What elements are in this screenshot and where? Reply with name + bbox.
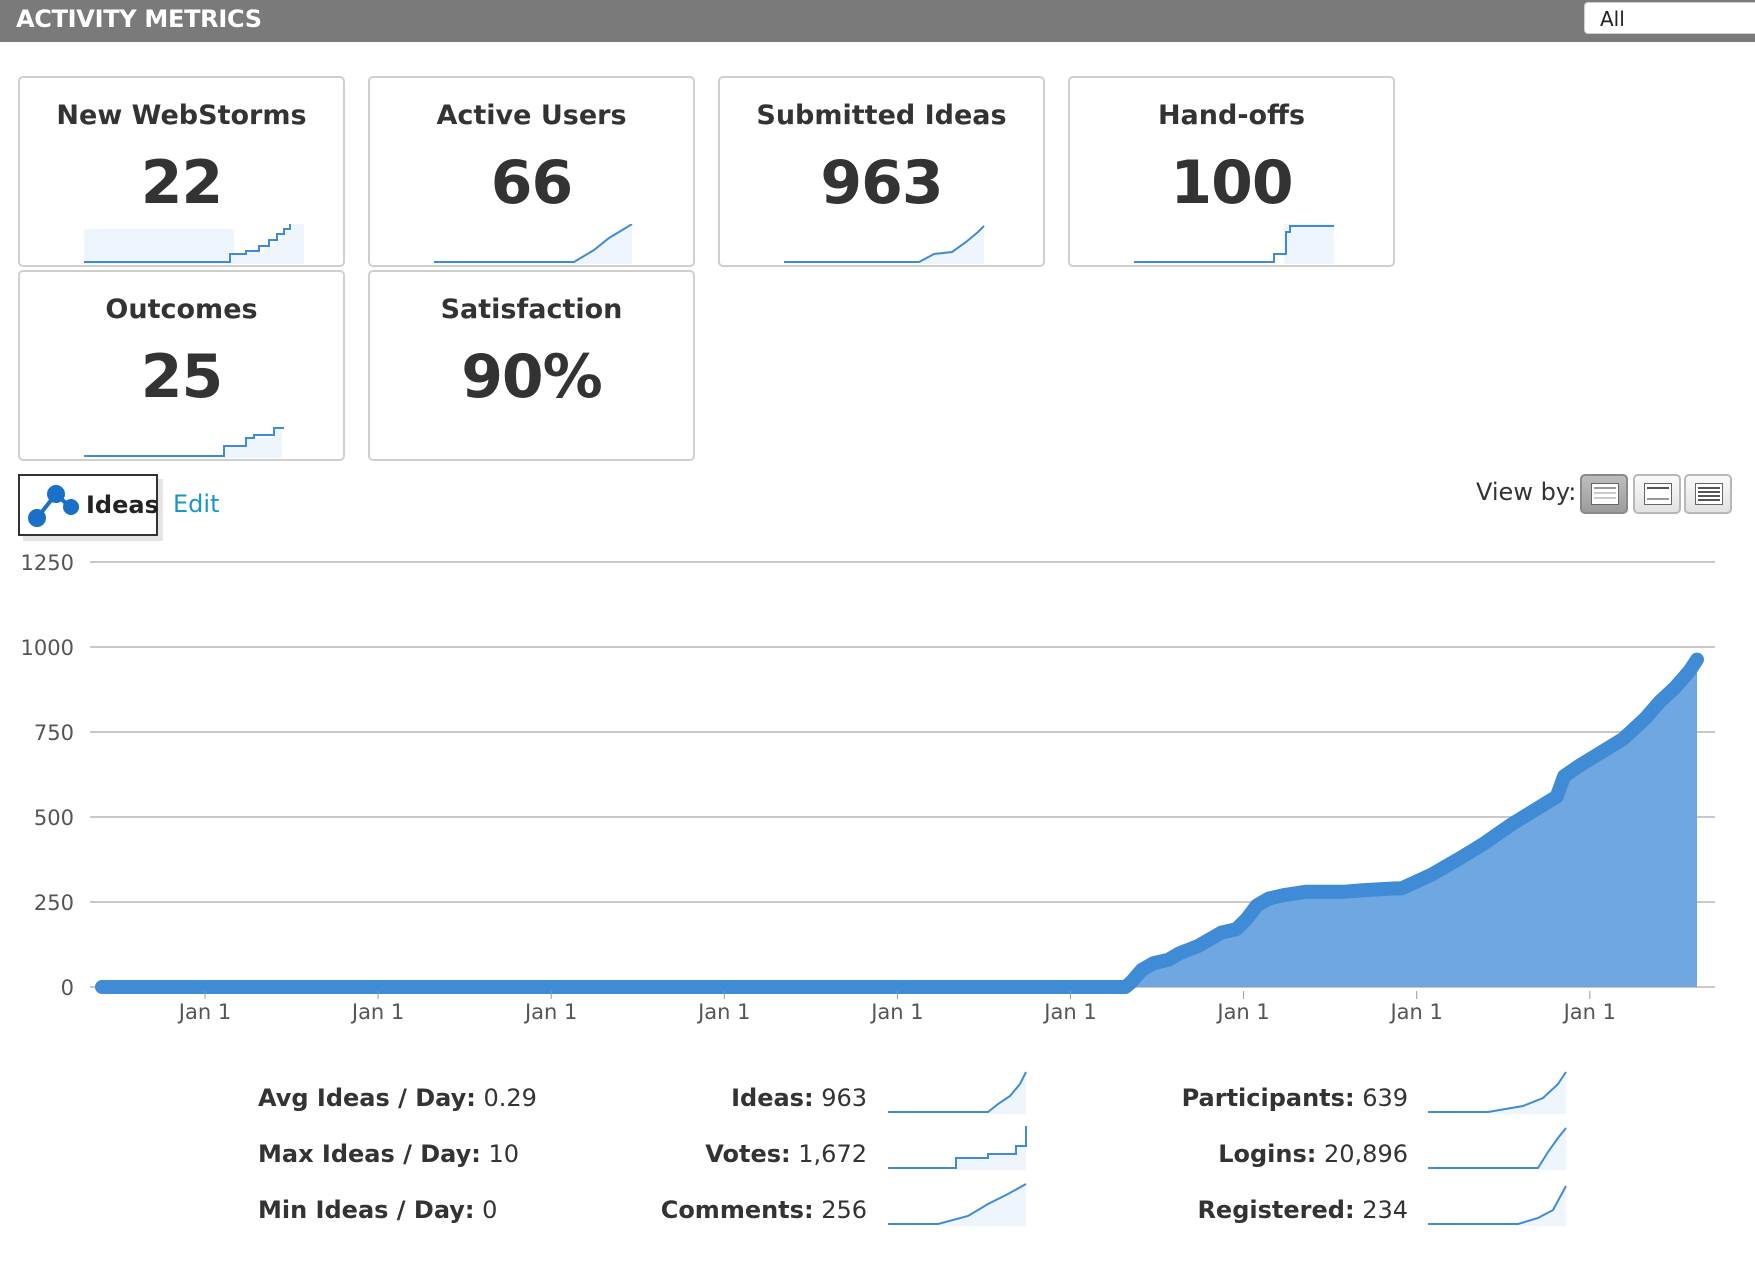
view-compact-icon <box>1644 483 1672 505</box>
stat-label: Votes: <box>705 1140 791 1168</box>
stat-label: Avg Ideas / Day: <box>258 1084 476 1112</box>
card-title: Satisfaction <box>440 294 623 325</box>
card-value: 66 <box>490 148 574 218</box>
sparkline-ideas <box>888 1071 1027 1114</box>
stat-avg-ideas-per-day: Avg Ideas / Day: 0.29 <box>258 1084 537 1112</box>
stat-value: 256 <box>821 1196 867 1224</box>
x-tick-label: Jan 1 <box>869 1000 923 1024</box>
stat-label: Participants: <box>1181 1084 1355 1112</box>
x-tick-label: Jan 1 <box>177 1000 231 1024</box>
sparkline-comments <box>888 1183 1027 1226</box>
nodes-icon <box>28 485 79 527</box>
stat-label: Logins: <box>1218 1140 1317 1168</box>
card-value: 90% <box>461 342 603 412</box>
metric-card-hand-offs[interactable]: Hand-offs 100 <box>1068 76 1395 267</box>
card-value: 22 <box>140 148 224 218</box>
stat-max-ideas-per-day: Max Ideas / Day: 10 <box>258 1140 519 1168</box>
y-tick-label: 1000 <box>21 636 74 660</box>
stat-label: Comments: <box>660 1196 814 1224</box>
x-tick-label: Jan 1 <box>350 1000 404 1024</box>
stat-value: 1,672 <box>798 1140 867 1168</box>
view-by-label: View by: <box>1476 478 1577 506</box>
metric-selector-label: Ideas <box>86 491 159 519</box>
card-title: Hand-offs <box>1157 100 1306 131</box>
metric-card-submitted-ideas[interactable]: Submitted Ideas 963 <box>718 76 1045 267</box>
stat-ideas: Ideas: 963 <box>731 1084 867 1112</box>
sparkline-logins <box>1428 1127 1567 1170</box>
view-compact-button[interactable] <box>1633 474 1681 514</box>
y-tick-label: 250 <box>34 891 74 915</box>
card-value: 25 <box>140 342 224 412</box>
stat-value: 639 <box>1362 1084 1408 1112</box>
metric-card-satisfaction[interactable]: Satisfaction 90% <box>368 270 695 461</box>
stat-value: 963 <box>821 1084 867 1112</box>
y-tick-label: 750 <box>34 721 74 745</box>
view-list-button[interactable] <box>1580 474 1628 514</box>
edit-link[interactable]: Edit <box>173 490 220 518</box>
y-tick-label: 1250 <box>21 551 74 575</box>
page-header: ACTIVITY METRICS All <box>0 0 1755 42</box>
metric-card-outcomes[interactable]: Outcomes 25 <box>18 270 345 461</box>
stat-value: 10 <box>488 1140 520 1168</box>
y-tick-label: 0 <box>61 976 74 1000</box>
x-tick-label: Jan 1 <box>523 1000 577 1024</box>
stat-value: 0.29 <box>483 1084 537 1112</box>
ideas-series-line <box>95 652 1704 994</box>
stat-votes: Votes: 1,672 <box>705 1140 867 1168</box>
y-tick-label: 500 <box>34 806 74 830</box>
stat-label: Max Ideas / Day: <box>258 1140 481 1168</box>
card-value: 963 <box>820 148 943 218</box>
ideas-area-fill <box>102 659 1697 987</box>
stat-value: 20,896 <box>1324 1140 1408 1168</box>
sparkline <box>84 427 284 458</box>
stat-registered: Registered: 234 <box>1197 1196 1408 1224</box>
sparkline-votes <box>888 1126 1027 1170</box>
metric-card-active-users[interactable]: Active Users 66 <box>368 76 695 267</box>
stat-label: Min Ideas / Day: <box>258 1196 475 1224</box>
stat-min-ideas-per-day: Min Ideas / Day: 0 <box>258 1196 497 1224</box>
stat-participants: Participants: 639 <box>1182 1084 1408 1112</box>
x-tick-label: Jan 1 <box>1388 1000 1442 1024</box>
x-tick-label: Jan 1 <box>696 1000 750 1024</box>
page-title: ACTIVITY METRICS <box>16 5 262 33</box>
stat-label: Registered: <box>1197 1196 1355 1224</box>
metric-card-new-webstorms[interactable]: New WebStorms 22 <box>18 76 345 267</box>
view-dense-icon <box>1695 483 1723 505</box>
card-title: Active Users <box>436 100 627 131</box>
x-tick-label: Jan 1 <box>1562 1000 1616 1024</box>
card-title: Submitted Ideas <box>756 100 1007 131</box>
filter-select[interactable]: All <box>1584 2 1755 34</box>
x-tick-label: Jan 1 <box>1042 1000 1096 1024</box>
sparkline-participants <box>1428 1071 1567 1114</box>
stat-value: 234 <box>1362 1196 1408 1224</box>
sparkline <box>784 225 985 264</box>
stat-value: 0 <box>482 1196 498 1224</box>
card-value: 100 <box>1170 148 1293 218</box>
x-tick-label: Jan 1 <box>1215 1000 1269 1024</box>
view-list-icon <box>1591 483 1619 505</box>
sparkline <box>84 224 304 264</box>
stat-logins: Logins: 20,896 <box>1218 1140 1408 1168</box>
card-title: New WebStorms <box>56 100 307 131</box>
stat-label: Ideas: <box>731 1084 814 1112</box>
sparkline-registered <box>1428 1185 1567 1226</box>
card-title: Outcomes <box>105 294 258 325</box>
stat-comments: Comments: 256 <box>661 1196 867 1224</box>
ideas-area-chart: 0 250 500 750 1000 1250 Jan 1 Jan 1 Jan 1 Jan 1 J… <box>21 551 1715 1024</box>
sparkline <box>434 224 633 264</box>
sparkline <box>1134 224 1334 264</box>
metric-selector-ideas[interactable]: Ideas <box>18 474 159 536</box>
view-dense-button[interactable] <box>1684 474 1732 514</box>
